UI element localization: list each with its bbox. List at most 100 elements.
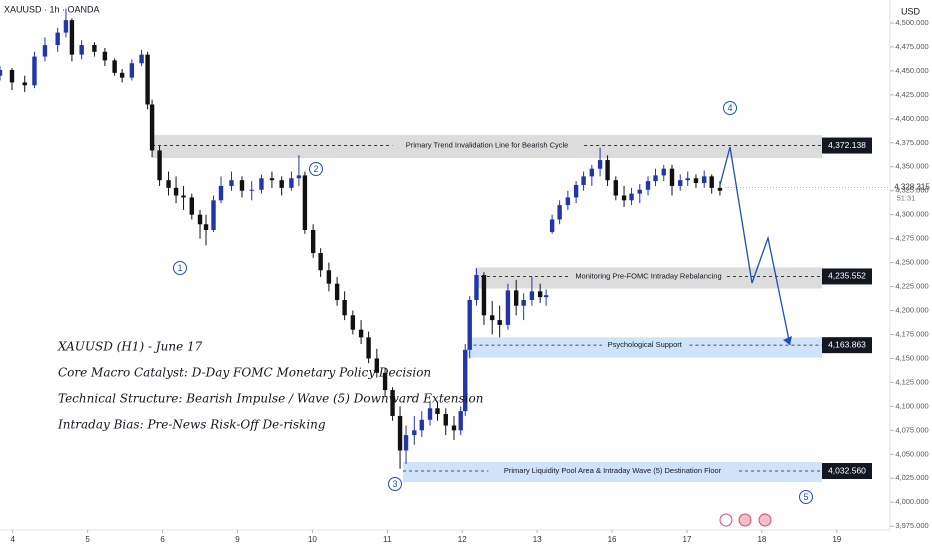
level-price-box — [822, 268, 872, 285]
note: Core Macro Catalyst: D-Day FOMC Monetary… — [58, 366, 431, 380]
candle-body — [629, 193, 634, 201]
level-text: Primary Trend Invalidation Line for Bear… — [406, 141, 569, 150]
candle-body — [390, 390, 395, 416]
candle-body — [521, 299, 526, 306]
candle-body — [549, 219, 555, 232]
symbol-title: XAUUSD · 1h · OANDA — [4, 4, 100, 14]
y-tick-label: 4,450.000 — [895, 66, 928, 75]
level-price: 4,163.863 — [828, 339, 866, 349]
y-tick-label: 4,075.000 — [895, 425, 928, 434]
candle-body — [310, 230, 316, 254]
candle-body — [427, 408, 433, 420]
y-tick-label: 4,400.000 — [895, 114, 928, 123]
candle-body — [497, 320, 502, 325]
candle-body — [358, 329, 364, 338]
candle-body — [374, 358, 380, 373]
y-tick-label: 4,250.000 — [895, 258, 928, 267]
wave-marker — [309, 162, 323, 176]
level-text: Monitoring Pre-FOMC Intraday Rebalancing — [575, 271, 721, 280]
y-tick-label: 4,425.000 — [895, 90, 928, 99]
x-tick-label: 16 — [608, 535, 617, 544]
x-tick-label: 5 — [85, 535, 90, 544]
x-tick-label: 12 — [458, 535, 467, 544]
candle-body — [79, 45, 84, 55]
candle-body — [249, 189, 254, 191]
note: Intraday Bias: Pre-News Risk-Off De-risk… — [57, 418, 326, 432]
candle-body — [645, 181, 651, 190]
candle-body — [342, 299, 347, 316]
candle-body — [435, 408, 440, 415]
candle-body — [702, 176, 707, 184]
wave-marker — [723, 101, 737, 115]
candle-body — [69, 20, 75, 55]
candle-body — [581, 176, 586, 185]
candle-body — [350, 315, 356, 330]
candle-body — [573, 184, 579, 198]
wave-label: 2 — [313, 164, 318, 174]
candle-body — [419, 419, 424, 431]
x-tick-label: 18 — [757, 535, 766, 544]
event-icons — [719, 513, 772, 527]
level-text-bg — [488, 466, 737, 477]
y-tick-label: 4,100.000 — [895, 401, 928, 410]
candle-body — [458, 411, 463, 431]
candle-body — [489, 315, 495, 321]
candle-body — [669, 168, 675, 186]
candle-body — [0, 69, 3, 76]
candle-body — [557, 205, 562, 220]
candle-body — [443, 414, 448, 426]
candle-body — [218, 185, 224, 201]
wave-marker — [173, 261, 187, 275]
candle-body — [22, 82, 27, 86]
candle-body — [197, 214, 203, 225]
candle-body — [403, 435, 409, 451]
y-tick-label: 4,275.000 — [895, 234, 928, 243]
wave-marker — [799, 490, 813, 504]
candle-body — [166, 180, 171, 188]
y-tick-label: 4,175.000 — [895, 329, 928, 338]
candle-body — [239, 180, 245, 191]
y-tick-label: 4,050.000 — [895, 449, 928, 458]
last-price: 4,328.315 — [894, 183, 930, 192]
wave-label: 3 — [392, 479, 397, 489]
candle-body — [543, 295, 549, 298]
y-tick-label: 4,225.000 — [895, 282, 928, 291]
y-tick-label: 4,025.000 — [895, 473, 928, 482]
level-text-bg — [392, 140, 582, 151]
y-tick-label: 4,325.000 — [895, 186, 928, 195]
level-text: Psychological Support — [608, 340, 683, 349]
event-icon — [758, 513, 772, 527]
y-tick-label: 4,475.000 — [895, 42, 928, 51]
event-icon — [738, 513, 752, 527]
candle-body — [467, 299, 472, 350]
wave-marker — [388, 477, 402, 491]
candle-body — [529, 291, 535, 300]
level-price: 4,372.138 — [828, 140, 866, 150]
x-tick-label: 11 — [383, 535, 392, 544]
candle-body — [326, 270, 332, 284]
candle-body — [537, 291, 543, 298]
x-tick-label: 13 — [533, 535, 542, 544]
level-price: 4,235.552 — [828, 271, 866, 281]
candle-body — [709, 176, 714, 188]
candle-body — [451, 425, 457, 431]
y-tick-label: 4,300.000 — [895, 210, 928, 219]
candle-body — [661, 168, 666, 176]
candle-body — [189, 197, 194, 215]
level-price: 4,032.560 — [828, 465, 866, 475]
candle-body — [318, 253, 323, 271]
x-tick-label: 19 — [832, 535, 841, 544]
wave-label: 1 — [177, 263, 182, 273]
candle-body — [269, 178, 275, 181]
candle-body — [685, 178, 690, 181]
candle-body — [229, 180, 234, 186]
x-tick-label: 10 — [308, 535, 317, 544]
candle-body — [565, 197, 571, 206]
level-text: Primary Liquidity Pool Area & Intraday W… — [504, 466, 722, 475]
candle-body — [145, 54, 150, 105]
countdown: 51:31 — [897, 194, 916, 203]
candle-body — [481, 275, 487, 316]
candle-body — [302, 175, 308, 231]
y-tick-label: 4,350.000 — [895, 162, 928, 171]
